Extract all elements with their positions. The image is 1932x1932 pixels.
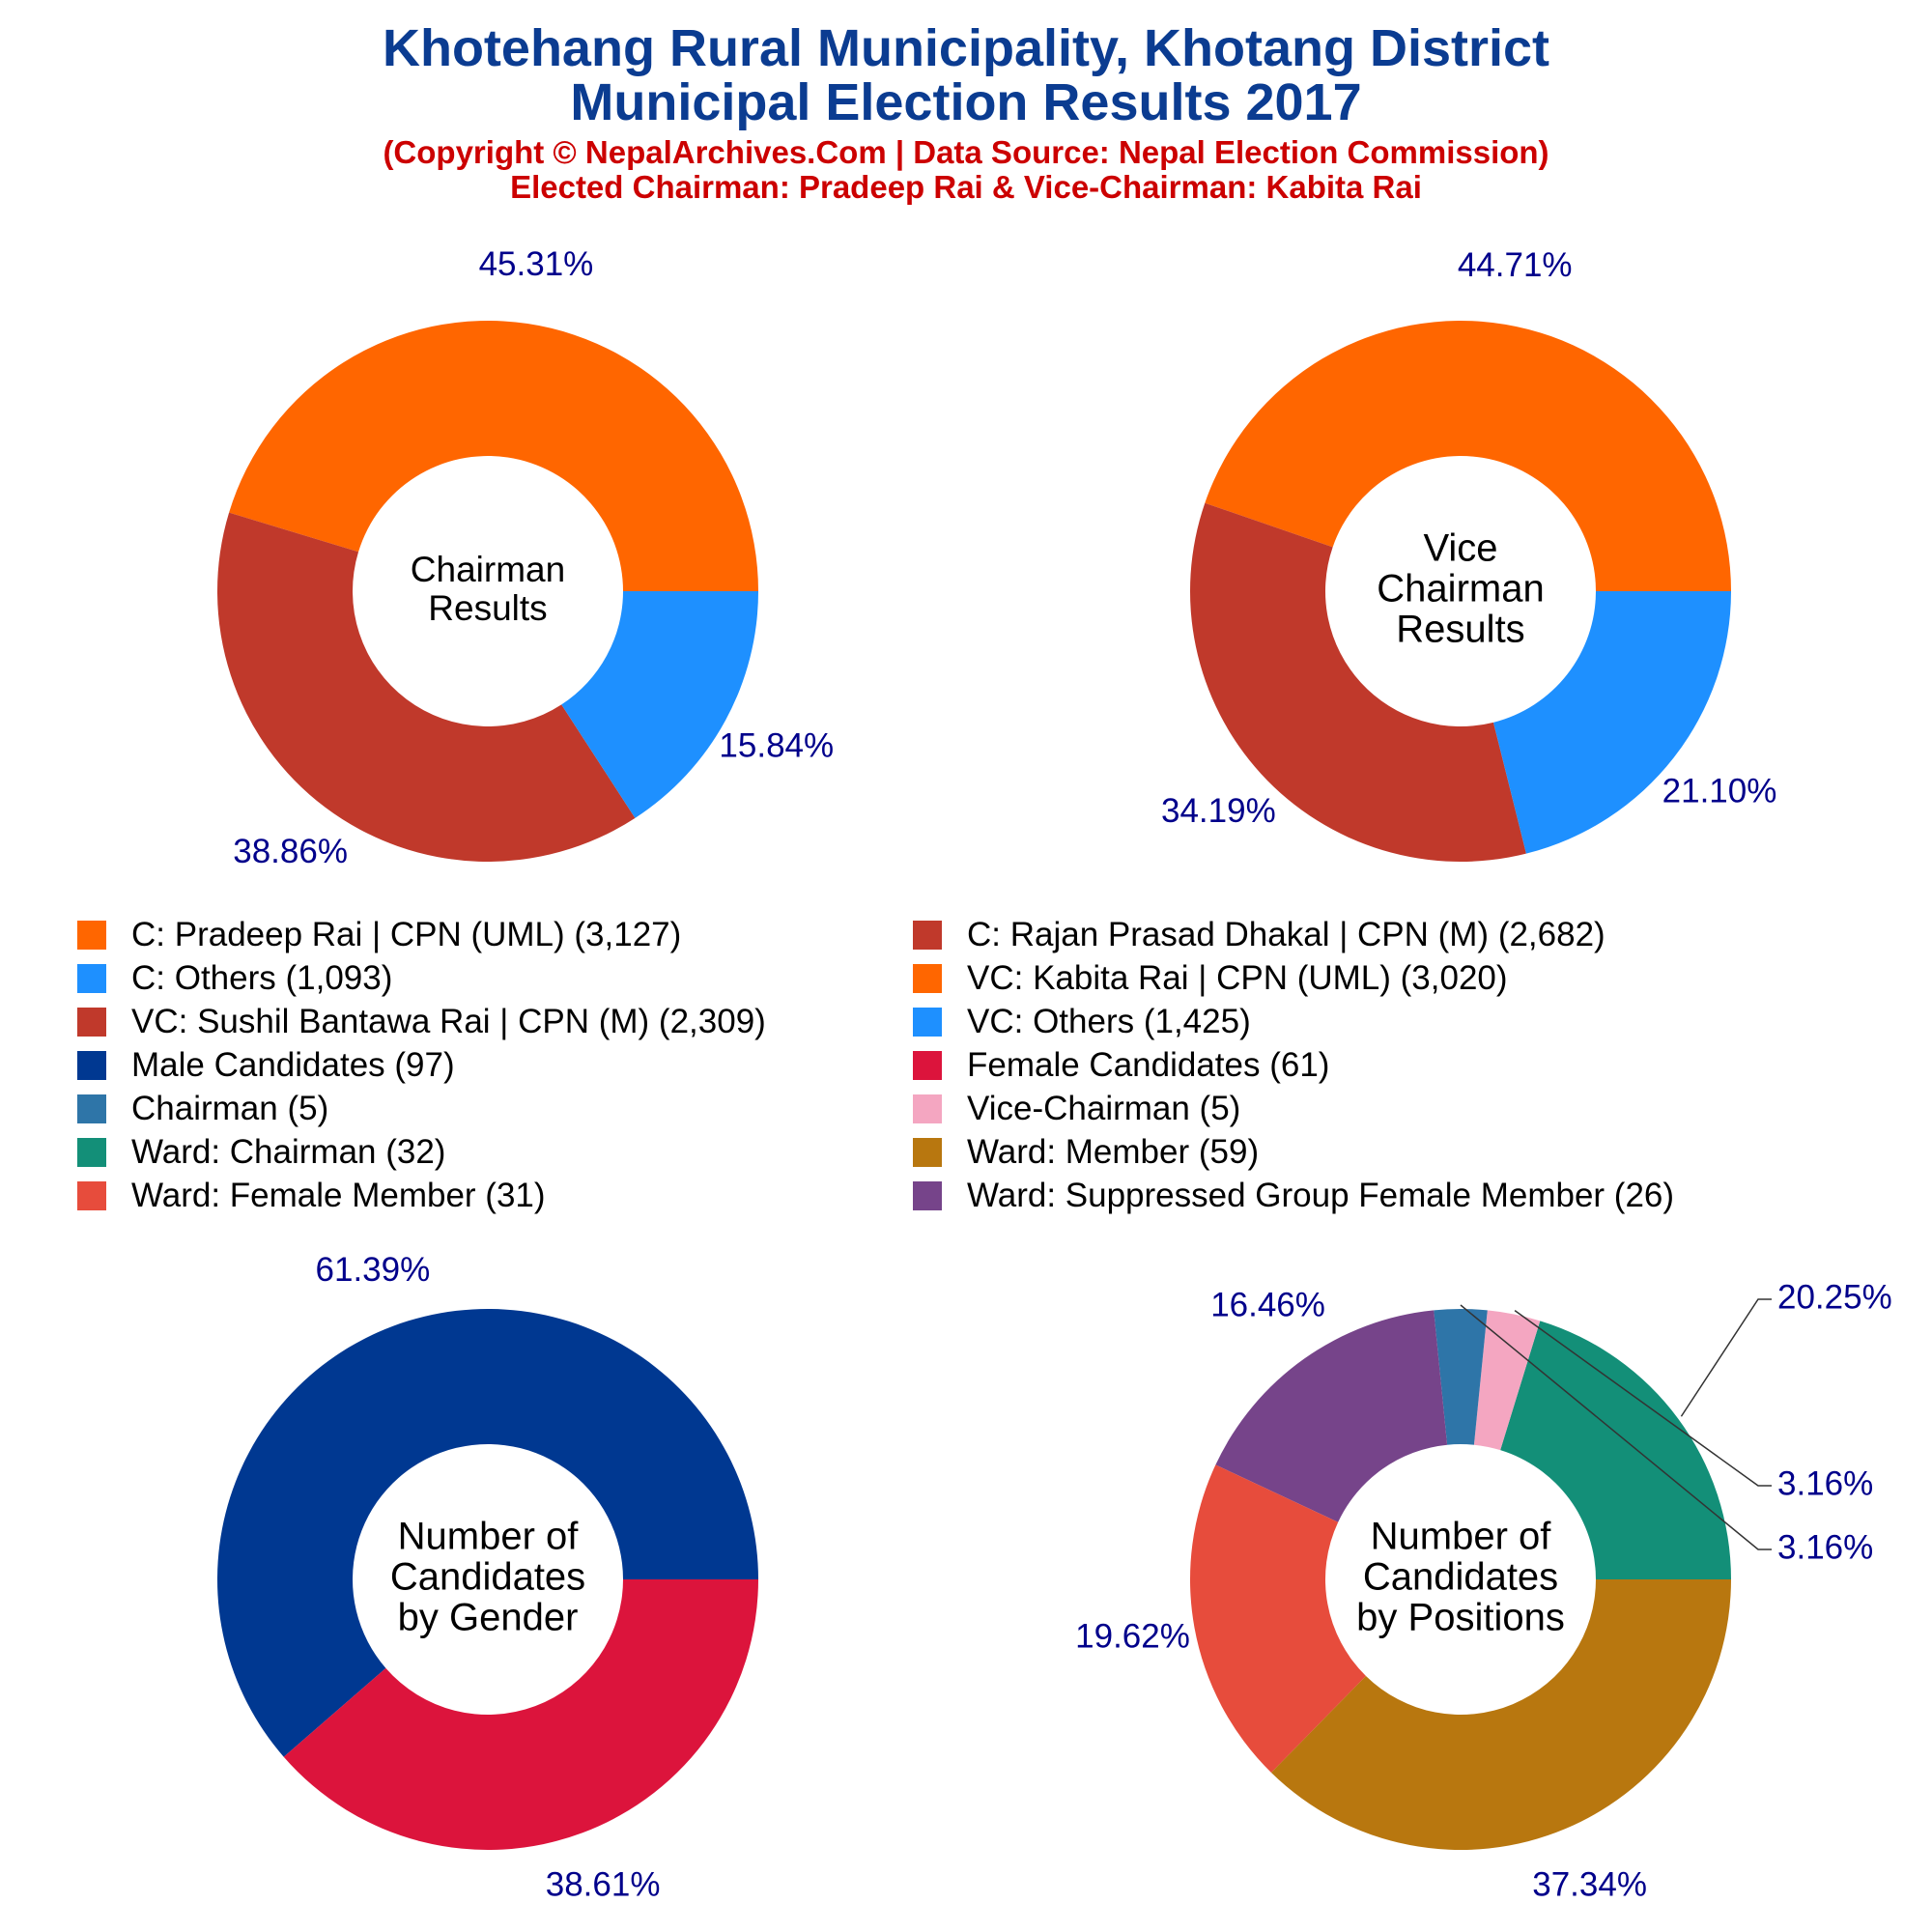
slice-percent-label: 34.19% bbox=[1161, 792, 1276, 830]
legend-label: C: Others (1,093) bbox=[131, 959, 393, 997]
legend-swatch bbox=[77, 1008, 106, 1037]
donut-center-label: Vice bbox=[1423, 527, 1497, 570]
pie-slice bbox=[283, 1579, 758, 1850]
legend-label: VC: Sushil Bantawa Rai | CPN (M) (2,309) bbox=[131, 1003, 766, 1040]
donut-chart-4: 20.25% 3.16% 3.16% 16.46% 19.62% 37.34% Number… bbox=[1075, 1278, 1892, 1903]
slice-percent-label: 38.86% bbox=[233, 833, 348, 870]
legend-label: VC: Kabita Rai | CPN (UML) (3,020) bbox=[967, 959, 1508, 997]
pie-slice bbox=[1434, 1309, 1488, 1445]
slice-percent-label: 20.25% bbox=[1777, 1278, 1892, 1316]
legend-item: Ward: Member (59) bbox=[913, 1133, 1259, 1172]
donut-center-label: by Gender bbox=[398, 1597, 579, 1639]
legend-item: VC: Kabita Rai | CPN (UML) (3,020) bbox=[913, 959, 1508, 998]
donut-center-label: Chairman bbox=[1377, 568, 1544, 611]
donut-center-label: Number of bbox=[1371, 1516, 1552, 1558]
label-leader-line bbox=[1680, 1298, 1772, 1417]
pie-slice bbox=[1270, 1579, 1731, 1851]
legend-item: Female Candidates (61) bbox=[913, 1046, 1329, 1085]
label-leader-line bbox=[1514, 1309, 1772, 1487]
legend-item: C: Others (1,093) bbox=[77, 959, 392, 998]
legend-swatch bbox=[913, 1094, 942, 1123]
legend-label: Female Candidates (61) bbox=[967, 1046, 1330, 1084]
legend-label: Chairman (5) bbox=[131, 1090, 329, 1127]
legend-swatch bbox=[913, 1181, 942, 1210]
pie-slice bbox=[1205, 320, 1731, 591]
pie-slice bbox=[229, 320, 758, 591]
legend-label: Ward: Member (59) bbox=[967, 1133, 1260, 1171]
legend-item: Ward: Chairman (32) bbox=[77, 1133, 445, 1172]
legend-item: Male Candidates (97) bbox=[77, 1046, 455, 1085]
donut-center-label: Results bbox=[1396, 609, 1524, 651]
legend-item: Vice-Chairman (5) bbox=[913, 1090, 1240, 1128]
pie-slice bbox=[1473, 1310, 1541, 1451]
chart-title-line-1: Khotehang Rural Municipality, Khotang Di… bbox=[382, 19, 1550, 77]
legend-label: Ward: Suppressed Group Female Member (26… bbox=[967, 1177, 1675, 1214]
legend-item: VC: Others (1,425) bbox=[913, 1003, 1251, 1041]
slice-percent-label: 45.31% bbox=[479, 245, 594, 283]
legend-item: C: Rajan Prasad Dhakal | CPN (M) (2,682) bbox=[913, 916, 1605, 954]
chart-subtitle-copyright: (Copyright © NepalArchives.Com | Data So… bbox=[383, 134, 1549, 170]
legend-item: C: Pradeep Rai | CPN (UML) (3,127) bbox=[77, 916, 681, 954]
donut-center-label: Number of bbox=[398, 1516, 580, 1558]
legend-swatch bbox=[77, 1094, 106, 1123]
legend-label: C: Rajan Prasad Dhakal | CPN (M) (2,682) bbox=[967, 916, 1605, 953]
slice-percent-label: 16.46% bbox=[1210, 1287, 1325, 1324]
donut-center-label: by Positions bbox=[1356, 1597, 1565, 1639]
legend-label: Ward: Female Member (31) bbox=[131, 1177, 546, 1214]
legend-swatch bbox=[77, 1051, 106, 1080]
chart-subtitle-elected: Elected Chairman: Pradeep Rai & Vice-Cha… bbox=[510, 169, 1422, 205]
slice-percent-label: 19.62% bbox=[1075, 1618, 1190, 1656]
pie-slice bbox=[1215, 1310, 1448, 1522]
legend-swatch bbox=[913, 964, 942, 993]
chart-title-line-2: Municipal Election Results 2017 bbox=[570, 73, 1362, 131]
pie-slice bbox=[1190, 1464, 1366, 1773]
donut-center-label: Candidates bbox=[390, 1556, 585, 1599]
legend-swatch bbox=[77, 1181, 106, 1210]
legend-label: VC: Others (1,425) bbox=[967, 1003, 1251, 1040]
legend-item: VC: Sushil Bantawa Rai | CPN (M) (2,309) bbox=[77, 1003, 766, 1041]
legend-swatch bbox=[77, 1138, 106, 1167]
legend-swatch bbox=[913, 1138, 942, 1167]
chart-header: Khotehang Rural Municipality, Khotang Di… bbox=[0, 21, 1932, 205]
slice-percent-label: 3.16% bbox=[1777, 1464, 1873, 1502]
slice-percent-label: 3.16% bbox=[1777, 1528, 1873, 1566]
legend-swatch bbox=[913, 1051, 942, 1080]
donut-center-label: Candidates bbox=[1363, 1556, 1558, 1599]
legend-swatch bbox=[913, 1008, 942, 1037]
legend-swatch bbox=[77, 964, 106, 993]
slice-percent-label: 37.34% bbox=[1532, 1865, 1647, 1903]
slice-percent-label: 44.71% bbox=[1458, 246, 1573, 284]
slice-percent-label: 38.61% bbox=[546, 1866, 661, 1904]
legend-label: Vice-Chairman (5) bbox=[967, 1090, 1241, 1127]
legend-item: Ward: Suppressed Group Female Member (26… bbox=[913, 1177, 1674, 1215]
legend-label: Ward: Chairman (32) bbox=[131, 1133, 446, 1171]
legend-swatch bbox=[77, 921, 106, 950]
donut-center-label: Results bbox=[428, 588, 547, 628]
legend-item: Chairman (5) bbox=[77, 1090, 328, 1128]
legend-label: Male Candidates (97) bbox=[131, 1046, 455, 1084]
donut-center-label: Chairman bbox=[411, 550, 565, 589]
pie-slice bbox=[217, 512, 636, 863]
pie-slice bbox=[1492, 591, 1731, 854]
legend-swatch bbox=[913, 921, 942, 950]
pie-slice bbox=[561, 591, 758, 818]
pie-slice bbox=[1190, 502, 1526, 862]
label-leader-line bbox=[1460, 1304, 1772, 1550]
slice-percent-label: 15.84% bbox=[719, 727, 834, 765]
pie-slice bbox=[217, 1309, 758, 1757]
slice-percent-label: 61.39% bbox=[316, 1251, 431, 1289]
legend-label: C: Pradeep Rai | CPN (UML) (3,127) bbox=[131, 916, 682, 953]
legend-item: Ward: Female Member (31) bbox=[77, 1177, 546, 1215]
slice-percent-label: 21.10% bbox=[1662, 772, 1777, 810]
